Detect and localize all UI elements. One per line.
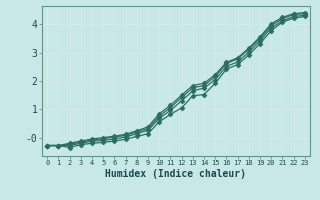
X-axis label: Humidex (Indice chaleur): Humidex (Indice chaleur)	[106, 169, 246, 179]
